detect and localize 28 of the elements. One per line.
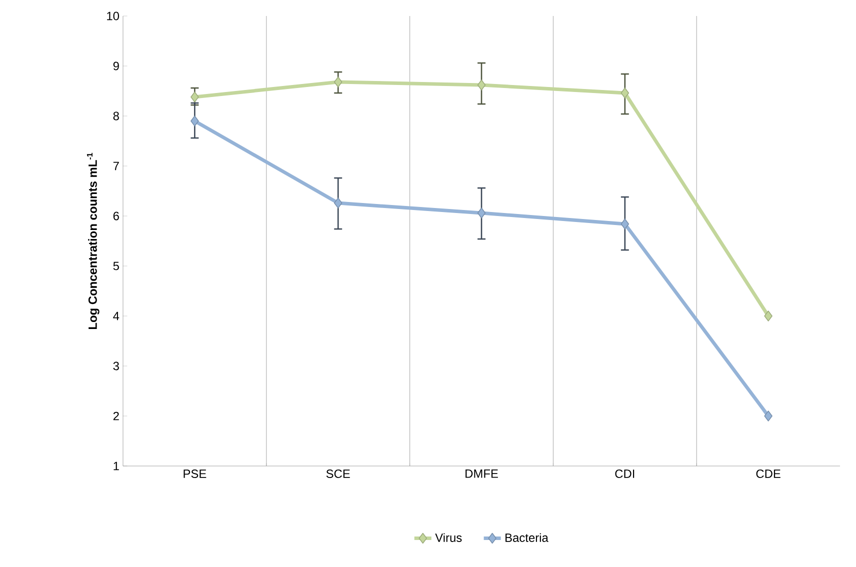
point <box>764 310 772 322</box>
x-tick-label: SCE <box>326 470 350 478</box>
y-tick-label: 3 <box>113 362 119 370</box>
point <box>190 116 199 126</box>
point <box>190 92 199 102</box>
point <box>477 208 486 218</box>
x-tick-label: CDI <box>615 470 634 478</box>
y-tick-label: 6 <box>113 212 119 220</box>
y-tick-label: 1 <box>114 462 119 470</box>
y-tick-label: 10 <box>107 12 120 20</box>
legend-label: Virus <box>435 533 462 542</box>
point <box>334 198 342 208</box>
x-tick-label: DMFE <box>466 470 498 478</box>
legend-label: Bacteria <box>506 533 548 542</box>
point <box>620 88 630 98</box>
y-tick-label: 5 <box>113 262 119 270</box>
x-tick-label: CDE <box>756 470 780 478</box>
y-tick-label: 8 <box>113 112 119 120</box>
x-tick-label: PSE <box>184 470 206 478</box>
point <box>477 80 486 90</box>
y-tick-label: 9 <box>113 62 119 70</box>
point <box>334 76 342 88</box>
point <box>620 218 630 230</box>
y-axis-title: Log Concentration counts mL$^{-1}$ <box>86 152 100 330</box>
y-tick-label: 2 <box>113 412 119 420</box>
y-tick-label: 4 <box>113 312 120 320</box>
point <box>764 410 772 422</box>
y-tick-label: 7 <box>113 162 119 170</box>
